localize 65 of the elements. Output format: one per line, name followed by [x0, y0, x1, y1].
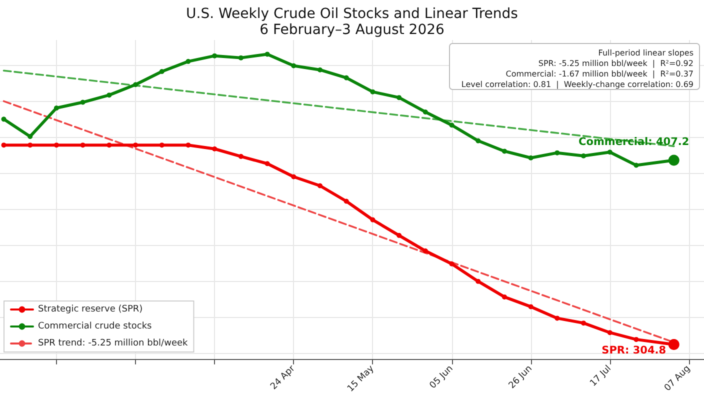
data-label: Commercial: 407.2 — [578, 136, 690, 148]
point — [54, 106, 59, 111]
point — [80, 100, 86, 105]
point — [291, 174, 296, 180]
annotation: Level correlation: 0.81 | Weekly-change correlation: 0.69 — [461, 80, 694, 89]
point — [396, 232, 402, 238]
point — [476, 138, 481, 144]
point — [554, 150, 560, 156]
chart-title: U.S. Weekly Crude Oil Stocks and Linear Trends — [186, 6, 518, 22]
point — [318, 183, 322, 188]
point — [1, 142, 6, 148]
annotation: Full-period linear slopes — [598, 48, 694, 58]
point — [554, 316, 560, 321]
point — [396, 95, 402, 100]
point — [212, 53, 218, 58]
point — [422, 248, 428, 254]
point — [581, 320, 586, 326]
legend-label: SPR trend: -5.25 million bbl/week — [38, 338, 189, 348]
point — [133, 82, 138, 88]
point — [607, 330, 612, 336]
point — [449, 261, 454, 266]
point — [238, 55, 244, 60]
annotation: SPR: -5.25 million bbl/week | R²=0.92 — [538, 58, 694, 68]
point — [28, 142, 33, 148]
x-tick-label: 26 Jun — [507, 364, 534, 391]
point — [318, 67, 322, 72]
point — [264, 52, 270, 57]
point — [212, 146, 218, 152]
point — [186, 142, 191, 148]
legend-label: Commercial crude stocks — [38, 322, 152, 332]
point — [159, 142, 164, 148]
point — [344, 75, 349, 80]
point — [634, 162, 639, 168]
point — [344, 198, 349, 204]
point — [264, 161, 270, 166]
point — [502, 294, 507, 300]
chart-subtitle: 6 February–3 August 2026 — [260, 22, 444, 38]
point — [106, 92, 112, 98]
point — [106, 142, 112, 148]
point — [528, 304, 534, 310]
point — [607, 150, 612, 155]
point — [291, 63, 296, 68]
point — [238, 154, 244, 159]
point — [370, 89, 376, 94]
x-tick-label: 24 Apr — [269, 364, 298, 392]
point — [422, 109, 428, 114]
annotation: Commercial: -1.67 million bbl/week | R²=0.37 — [506, 69, 694, 78]
point — [54, 142, 59, 148]
legend-label: Strategic reserve (SPR) — [38, 304, 143, 314]
point — [1, 116, 6, 122]
point — [28, 134, 33, 139]
point — [449, 122, 454, 128]
point — [476, 278, 481, 284]
point — [370, 217, 376, 222]
x-tick-label: 05 Jun — [428, 364, 456, 391]
point — [581, 153, 586, 158]
point — [502, 148, 507, 154]
point — [159, 68, 164, 74]
point — [634, 336, 639, 342]
point — [528, 155, 534, 160]
data-label: SPR: 304.8 — [602, 344, 666, 356]
x-tick-label: 17 Jul — [588, 364, 614, 389]
point — [133, 142, 138, 148]
point — [186, 58, 191, 64]
point — [80, 142, 86, 148]
